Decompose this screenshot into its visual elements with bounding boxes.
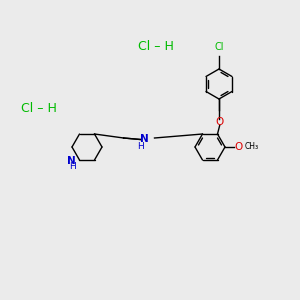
Text: Cl: Cl bbox=[214, 43, 224, 52]
Text: N: N bbox=[67, 156, 76, 166]
Text: N: N bbox=[140, 134, 148, 145]
Text: Cl – H: Cl – H bbox=[21, 101, 57, 115]
Text: CH₃: CH₃ bbox=[244, 142, 259, 151]
Text: H: H bbox=[69, 162, 76, 171]
Text: O: O bbox=[235, 142, 243, 152]
Text: H: H bbox=[137, 142, 144, 151]
Text: Cl – H: Cl – H bbox=[138, 40, 174, 53]
Text: O: O bbox=[216, 117, 224, 127]
